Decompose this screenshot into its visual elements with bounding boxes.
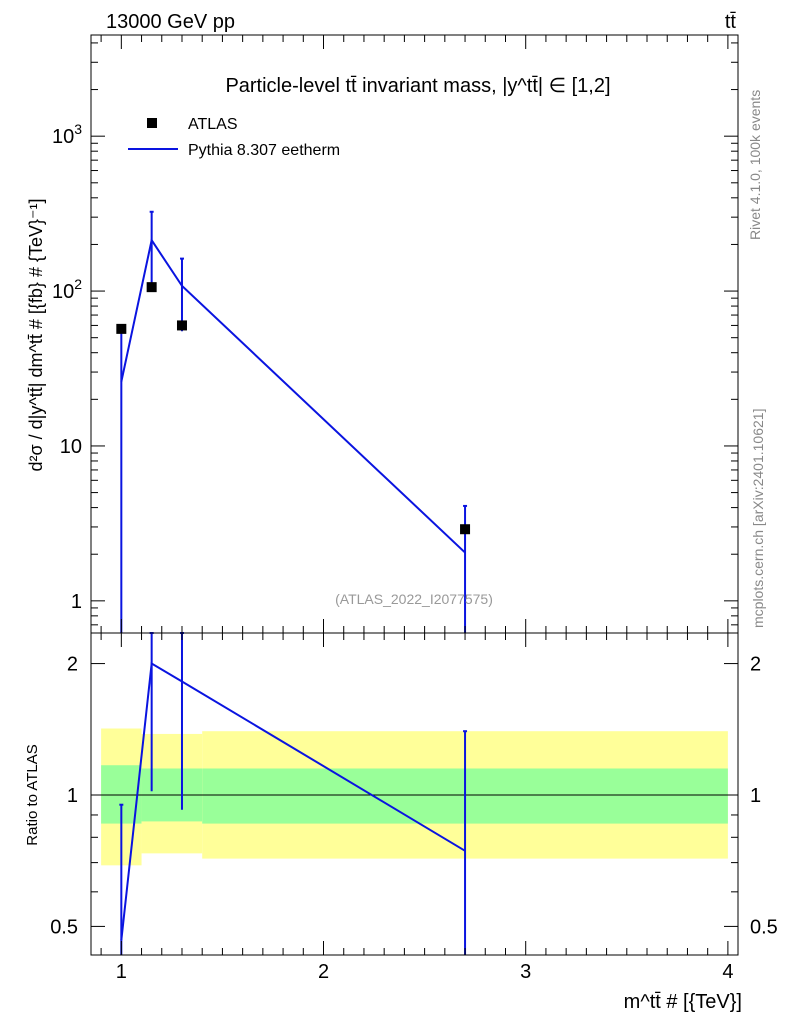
xtick-label-2: 3 [520, 961, 531, 983]
legend-atlas-marker [147, 118, 157, 128]
data-point-1 [146, 282, 157, 293]
ratio-ytick-label-left-0: 0.5 [50, 916, 78, 938]
xtick-label-3: 4 [722, 961, 733, 983]
ratio-ytick-label-right-0: 0.5 [750, 916, 778, 938]
main-ytick-label-1: 10 [60, 436, 82, 458]
legend-atlas-label: ATLAS [188, 116, 238, 133]
xtick-label-0: 1 [116, 961, 127, 983]
data-point-3 [460, 524, 471, 535]
ratio-panel: 0.5 0.5 1 1 2 2 1 2 3 4 Ratio to ATLAS m^tt̄ # [… [24, 35, 778, 1013]
ratio-line [120, 661, 466, 941]
ratio-ylabel: Ratio to ATLAS [24, 744, 41, 845]
main-panel: 1 10 102 103 Particle-level tt̄ invariant m… [26, 34, 739, 634]
mcplots-label: mcplots.cern.ch [arXiv:2401.10621] [750, 409, 766, 628]
data-point-0 [116, 323, 127, 334]
xaxis-label: m^tt̄ # [{TeV}] [624, 991, 742, 1013]
ratio-ytick-label-right-1: 1 [750, 785, 761, 807]
ratio-ytick-label-right-2: 2 [750, 654, 761, 676]
rivet-label: Rivet 4.1.0, 100k events [747, 90, 763, 240]
mc-line [120, 237, 466, 554]
main-ytick-exp-3: 3 [74, 121, 82, 137]
main-title: Particle-level tt̄ invariant mass, |y^tt… [225, 75, 610, 97]
main-ytick-label-2: 102 [52, 276, 82, 303]
ratio-frame [90, 632, 739, 956]
header-energy: 13000 GeV pp [106, 11, 235, 33]
ratio-ytick-label-left-1: 1 [67, 785, 78, 807]
legend-pythia-label: Pythia 8.307 eetherm [188, 142, 340, 159]
main-ytick-exp-2: 2 [74, 276, 82, 292]
xtick-label-1: 2 [318, 961, 329, 983]
main-ytick-label-0: 1 [71, 591, 82, 613]
main-watermark: (ATLAS_2022_I2077575) [335, 591, 493, 607]
ratio-ytick-label-left-2: 2 [67, 654, 78, 676]
header-process: tt̄ [725, 11, 737, 33]
main-ytick-label-3: 103 [52, 121, 82, 148]
data-point-2 [176, 320, 187, 331]
main-ylabel: d²σ / d|y^tt̄| dm^tt̄ # [{fb} # {TeV}⁻¹] [26, 199, 46, 472]
legend: ATLAS Pythia 8.307 eetherm [128, 116, 340, 159]
